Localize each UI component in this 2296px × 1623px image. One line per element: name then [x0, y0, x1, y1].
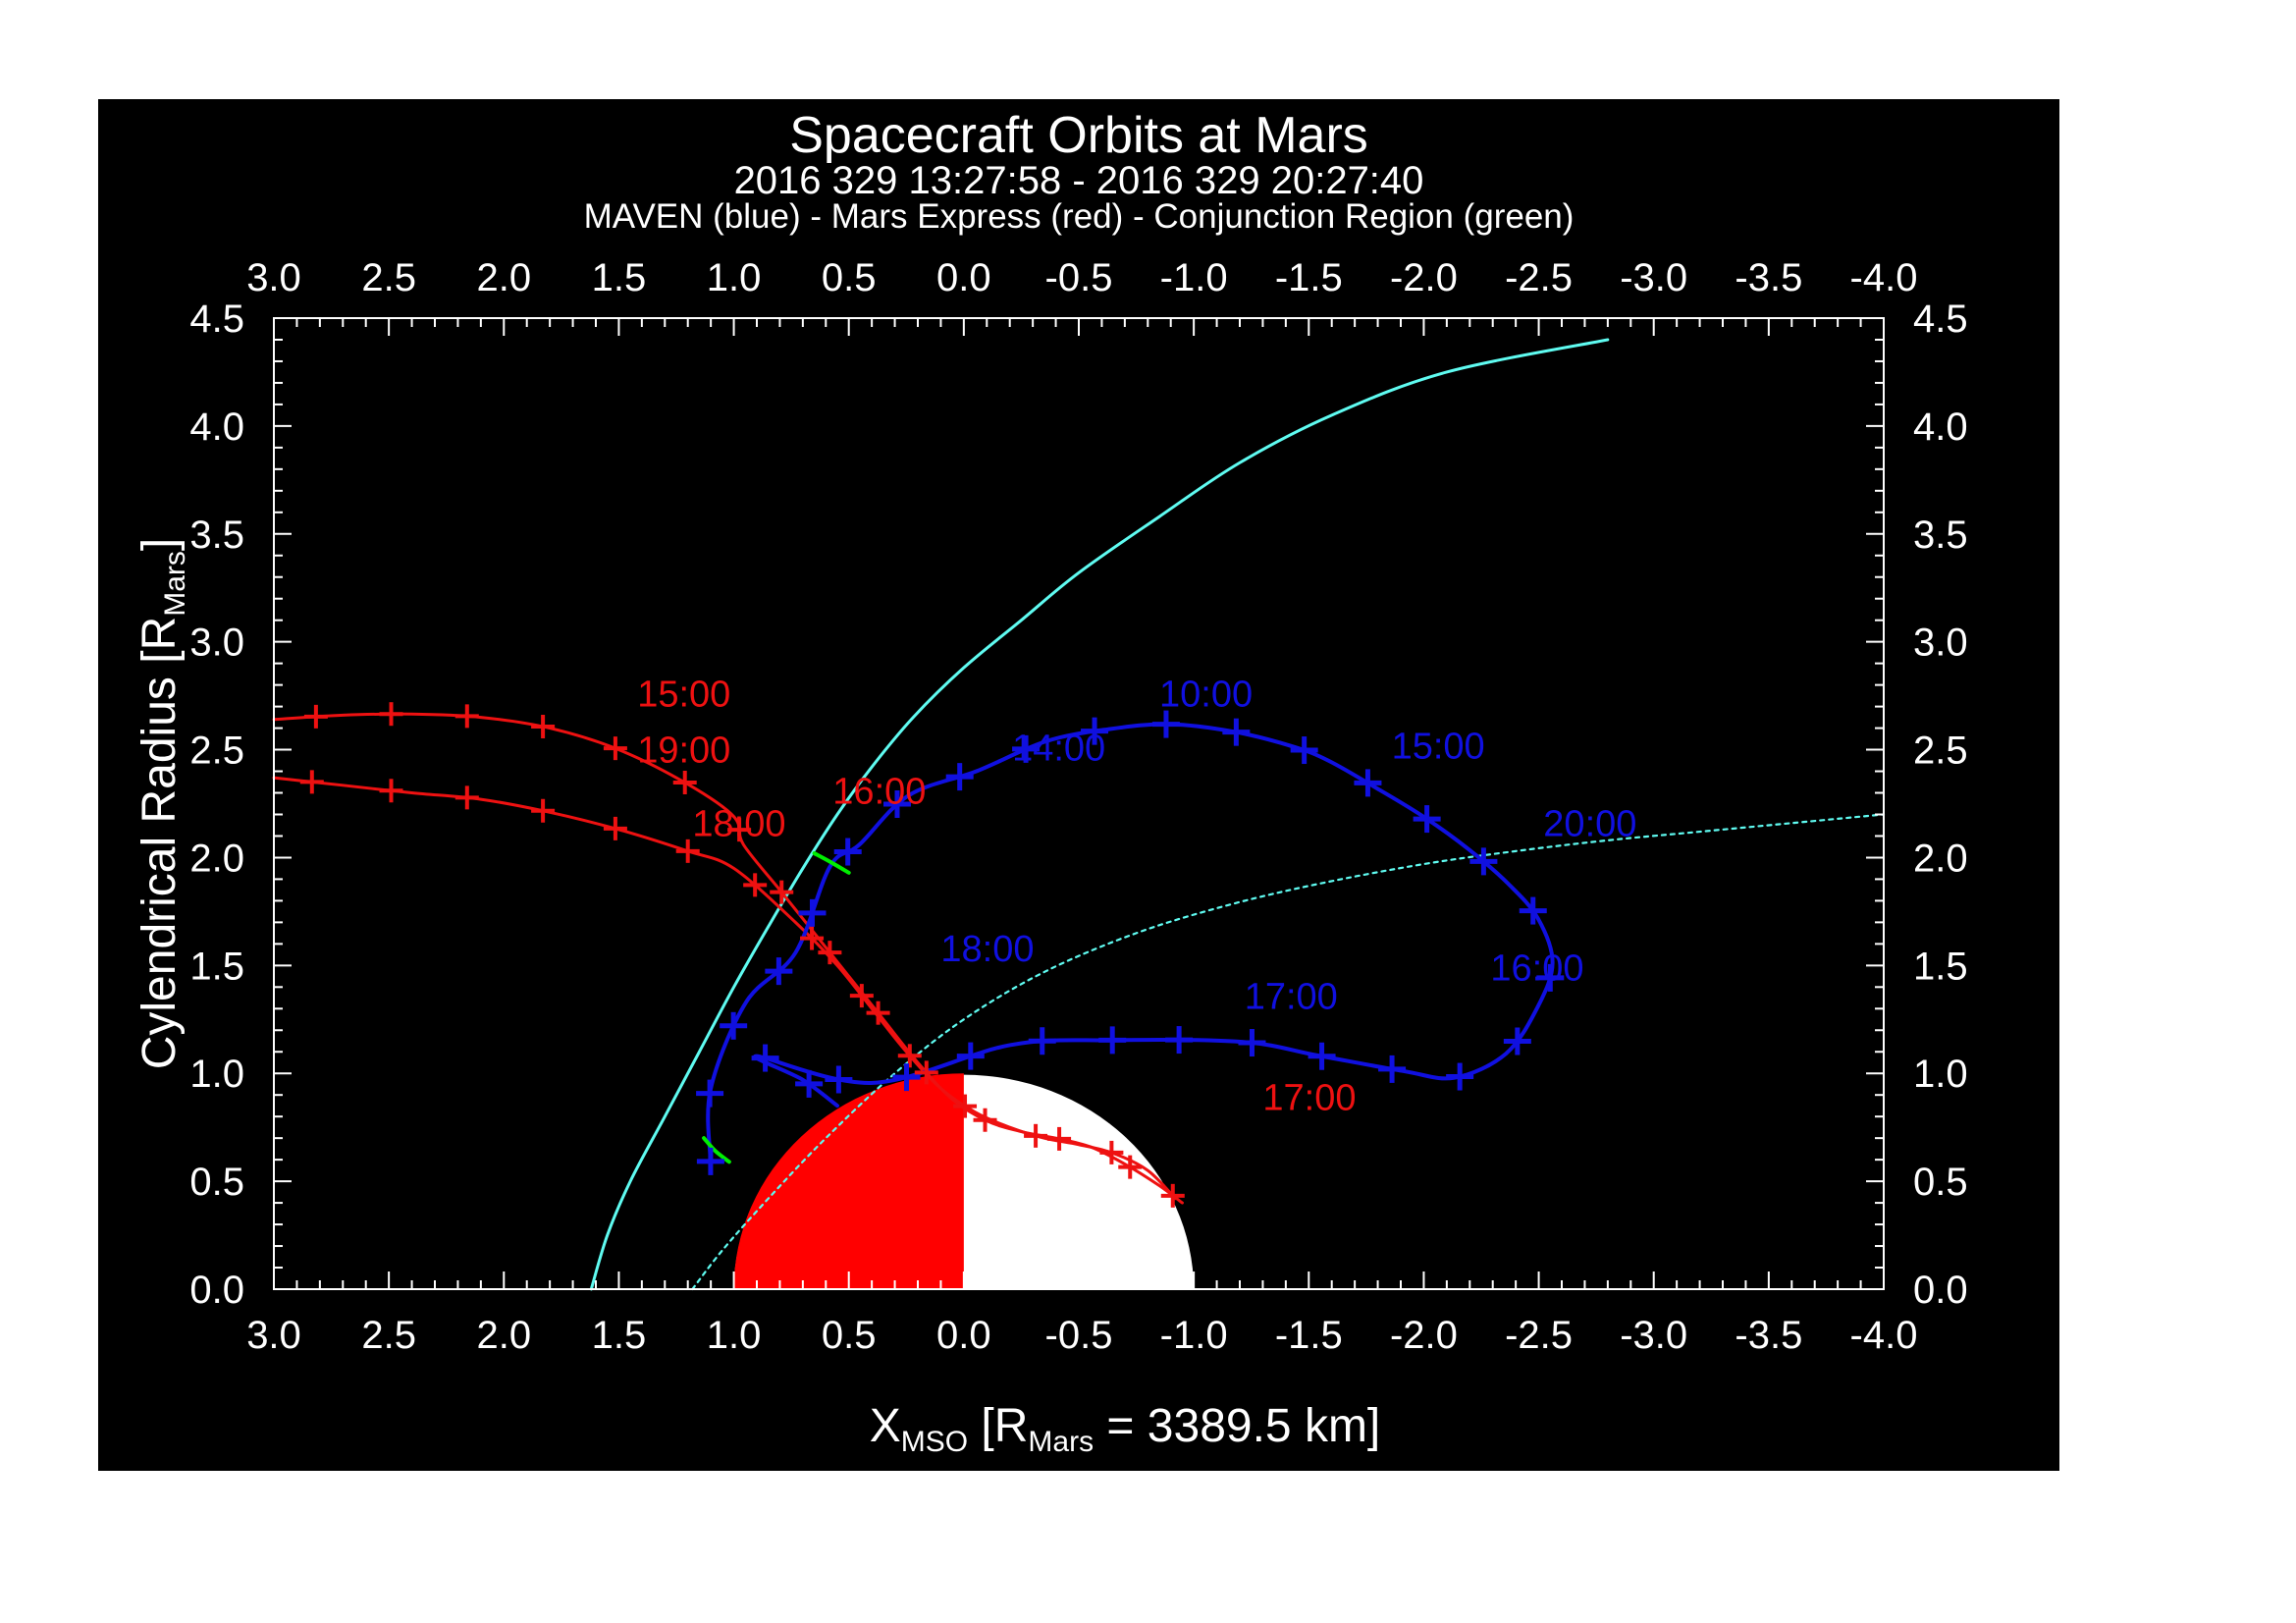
- svg-text:2.5: 2.5: [361, 256, 416, 299]
- svg-text:-3.5: -3.5: [1735, 256, 1802, 299]
- svg-text:0.0: 0.0: [1913, 1269, 1968, 1312]
- svg-text:-3.0: -3.0: [1620, 1314, 1687, 1357]
- svg-text:-2.5: -2.5: [1505, 256, 1573, 299]
- svg-text:4.0: 4.0: [1913, 406, 1968, 449]
- svg-text:2.5: 2.5: [1913, 730, 1968, 773]
- svg-text:0.5: 0.5: [1913, 1161, 1968, 1204]
- svg-text:0.0: 0.0: [936, 1314, 991, 1357]
- svg-text:20:00: 20:00: [1543, 804, 1636, 845]
- svg-text:3.5: 3.5: [189, 514, 244, 557]
- svg-text:2.0: 2.0: [189, 837, 244, 880]
- svg-text:1.5: 1.5: [592, 1314, 647, 1357]
- svg-text:2.5: 2.5: [189, 730, 244, 773]
- svg-text:15:00: 15:00: [1392, 726, 1485, 767]
- svg-text:4.5: 4.5: [189, 298, 244, 341]
- svg-text:0.0: 0.0: [936, 256, 991, 299]
- svg-text:1.0: 1.0: [1913, 1053, 1968, 1096]
- svg-text:1.5: 1.5: [592, 256, 647, 299]
- svg-text:1.0: 1.0: [707, 256, 762, 299]
- svg-text:19:00: 19:00: [637, 730, 730, 772]
- svg-text:4.0: 4.0: [189, 406, 244, 449]
- svg-text:1.5: 1.5: [1913, 945, 1968, 988]
- svg-text:-1.0: -1.0: [1160, 1314, 1228, 1357]
- svg-text:-2.5: -2.5: [1505, 1314, 1573, 1357]
- svg-text:16:00: 16:00: [1490, 948, 1583, 990]
- svg-text:-1.5: -1.5: [1275, 256, 1343, 299]
- svg-text:10:00: 10:00: [1159, 675, 1253, 716]
- svg-text:18:00: 18:00: [940, 929, 1034, 970]
- svg-text:17:00: 17:00: [1245, 976, 1338, 1017]
- svg-text:3.0: 3.0: [246, 256, 301, 299]
- svg-text:-2.0: -2.0: [1390, 1314, 1458, 1357]
- svg-text:17:00: 17:00: [1262, 1078, 1356, 1119]
- svg-text:0.5: 0.5: [822, 1314, 877, 1357]
- svg-text:3.0: 3.0: [1913, 622, 1968, 665]
- svg-text:3.5: 3.5: [1913, 514, 1968, 557]
- svg-text:-3.0: -3.0: [1620, 256, 1687, 299]
- svg-text:-0.5: -0.5: [1045, 1314, 1113, 1357]
- svg-text:1.0: 1.0: [707, 1314, 762, 1357]
- svg-text:-0.5: -0.5: [1045, 256, 1113, 299]
- svg-text:0.0: 0.0: [189, 1269, 244, 1312]
- svg-text:3.0: 3.0: [189, 622, 244, 665]
- svg-text:15:00: 15:00: [637, 675, 730, 716]
- svg-text:0.5: 0.5: [822, 256, 877, 299]
- svg-text:2.0: 2.0: [476, 1314, 531, 1357]
- svg-text:-1.0: -1.0: [1160, 256, 1228, 299]
- svg-text:16:00: 16:00: [832, 772, 926, 813]
- svg-text:2016 329 13:27:58 - 2016 329 2: 2016 329 13:27:58 - 2016 329 20:27:40: [734, 159, 1424, 202]
- svg-text:1.0: 1.0: [189, 1053, 244, 1096]
- svg-text:-4.0: -4.0: [1850, 1314, 1918, 1357]
- svg-text:-2.0: -2.0: [1390, 256, 1458, 299]
- svg-text:2.5: 2.5: [361, 1314, 416, 1357]
- svg-text:MAVEN (blue) - Mars Express (r: MAVEN (blue) - Mars Express (red) - Conj…: [584, 197, 1575, 236]
- svg-text:Cylendrical Radius [RMars]: Cylendrical Radius [RMars]: [133, 538, 191, 1070]
- svg-text:1.5: 1.5: [189, 945, 244, 988]
- svg-text:2.0: 2.0: [1913, 837, 1968, 880]
- svg-text:4.5: 4.5: [1913, 298, 1968, 341]
- svg-text:-3.5: -3.5: [1735, 1314, 1802, 1357]
- svg-text:-4.0: -4.0: [1850, 256, 1918, 299]
- svg-text:2.0: 2.0: [476, 256, 531, 299]
- svg-text:18:00: 18:00: [692, 804, 785, 845]
- svg-text:0.5: 0.5: [189, 1161, 244, 1204]
- svg-text:3.0: 3.0: [246, 1314, 301, 1357]
- svg-text:Spacecraft Orbits at Mars: Spacecraft Orbits at Mars: [789, 107, 1368, 164]
- svg-text:-1.5: -1.5: [1275, 1314, 1343, 1357]
- svg-text:XMSO [RMars = 3389.5 km]: XMSO [RMars = 3389.5 km]: [870, 1400, 1381, 1458]
- svg-text:14:00: 14:00: [1012, 729, 1105, 770]
